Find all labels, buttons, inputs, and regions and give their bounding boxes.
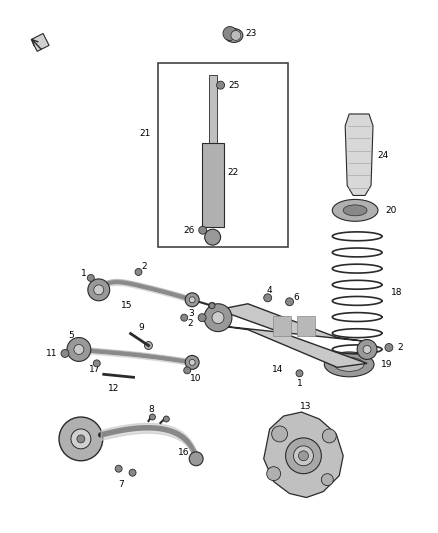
Bar [297, 316, 315, 336]
Text: 11: 11 [46, 349, 57, 358]
Text: 24: 24 [377, 151, 388, 160]
Circle shape [212, 312, 224, 324]
Circle shape [184, 367, 191, 374]
Polygon shape [31, 34, 49, 51]
Circle shape [208, 302, 215, 309]
Circle shape [189, 297, 195, 303]
Polygon shape [345, 114, 373, 196]
Polygon shape [218, 304, 367, 367]
Ellipse shape [334, 358, 364, 372]
Circle shape [217, 81, 225, 89]
Text: 19: 19 [381, 360, 392, 369]
Circle shape [61, 350, 69, 358]
Circle shape [267, 467, 281, 481]
Circle shape [189, 452, 203, 466]
Ellipse shape [343, 205, 367, 216]
Circle shape [321, 474, 333, 486]
Circle shape [286, 298, 293, 306]
Circle shape [185, 293, 199, 307]
Circle shape [189, 359, 195, 365]
Circle shape [59, 417, 103, 461]
Polygon shape [264, 412, 343, 497]
Text: 15: 15 [120, 301, 132, 310]
Text: 12: 12 [108, 384, 120, 393]
Text: 3: 3 [188, 309, 194, 318]
Text: 25: 25 [229, 80, 240, 90]
Text: 13: 13 [300, 401, 311, 410]
Text: 17: 17 [89, 365, 100, 374]
Text: 2: 2 [187, 319, 193, 328]
Bar [208, 75, 217, 143]
Text: 6: 6 [293, 293, 299, 302]
Text: 4: 4 [267, 286, 272, 295]
Bar [202, 143, 223, 227]
Text: 22: 22 [228, 168, 239, 177]
Ellipse shape [225, 29, 243, 43]
Text: 18: 18 [391, 288, 403, 297]
Circle shape [223, 27, 237, 41]
Text: 10: 10 [190, 374, 201, 383]
Text: 26: 26 [184, 226, 195, 235]
Circle shape [322, 429, 336, 443]
Text: 21: 21 [139, 128, 150, 138]
Text: 20: 20 [385, 206, 396, 215]
Text: 9: 9 [138, 323, 144, 332]
Circle shape [264, 294, 272, 302]
Text: 23: 23 [246, 29, 257, 38]
Text: 7: 7 [118, 480, 124, 489]
Circle shape [94, 285, 104, 295]
Circle shape [135, 269, 142, 276]
Text: 2: 2 [397, 343, 403, 352]
Circle shape [74, 344, 84, 354]
Ellipse shape [332, 199, 378, 221]
Bar [159, 63, 288, 247]
Circle shape [293, 446, 314, 466]
Circle shape [205, 229, 221, 245]
Text: 2: 2 [141, 262, 147, 271]
Text: 1: 1 [297, 379, 302, 387]
Circle shape [71, 429, 91, 449]
Ellipse shape [324, 352, 374, 377]
Text: 1: 1 [216, 305, 222, 314]
Circle shape [115, 465, 122, 472]
Circle shape [363, 345, 371, 353]
Text: 8: 8 [148, 405, 154, 414]
Circle shape [93, 360, 100, 367]
Bar [273, 316, 290, 336]
Circle shape [145, 342, 152, 350]
Text: 16: 16 [178, 448, 190, 457]
Circle shape [199, 226, 207, 234]
Circle shape [87, 274, 94, 281]
Circle shape [67, 337, 91, 361]
Text: 5: 5 [68, 331, 74, 340]
Circle shape [272, 426, 288, 442]
Circle shape [204, 304, 232, 332]
Circle shape [149, 414, 155, 420]
Circle shape [163, 416, 170, 422]
Circle shape [198, 314, 206, 321]
Circle shape [185, 356, 199, 369]
Circle shape [298, 451, 308, 461]
Circle shape [286, 438, 321, 474]
Circle shape [231, 30, 241, 41]
Circle shape [129, 469, 136, 476]
Text: 14: 14 [272, 365, 283, 374]
Circle shape [296, 370, 303, 377]
Circle shape [88, 279, 110, 301]
Text: 1: 1 [81, 270, 87, 278]
Circle shape [209, 303, 215, 309]
Circle shape [385, 343, 393, 351]
Circle shape [181, 314, 188, 321]
Circle shape [357, 340, 377, 359]
Circle shape [77, 435, 85, 443]
